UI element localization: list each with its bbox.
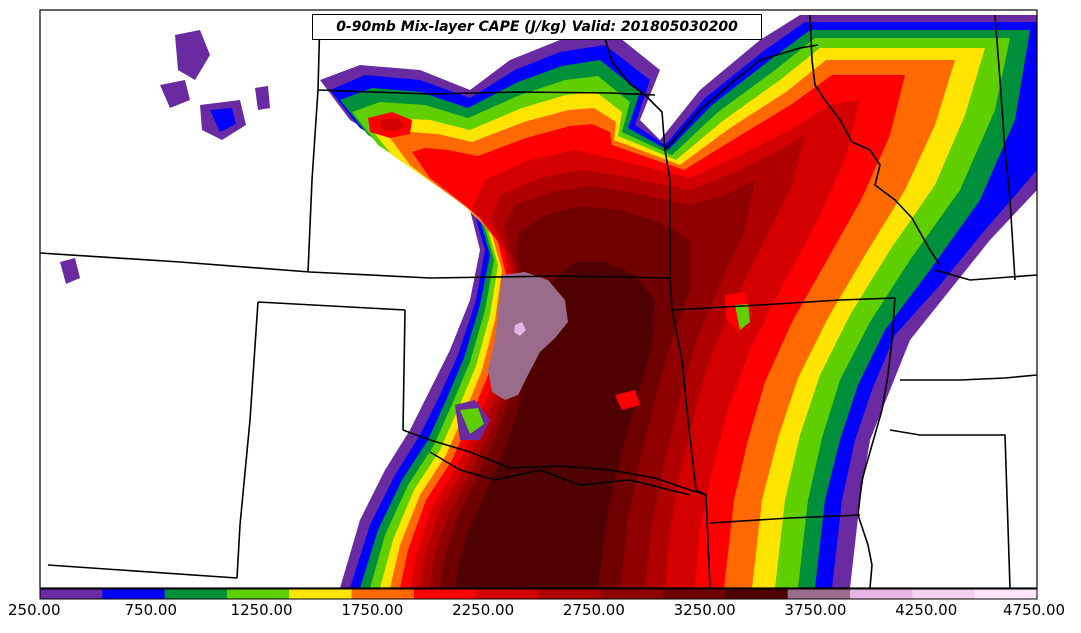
colorbar-swatch — [40, 589, 103, 599]
border-colorado-west — [236, 301, 259, 579]
colorbar-swatch — [164, 589, 228, 599]
border-colorado-east — [402, 309, 406, 431]
border-mn-west — [597, 14, 671, 278]
colorbar-tick-label: 2250.00 — [452, 601, 515, 619]
cape-blob-nw-1 — [175, 30, 210, 80]
border-missouri-west — [671, 309, 711, 588]
border-il-east — [994, 14, 1016, 281]
border-red-river — [429, 451, 691, 496]
border-dakotas-west — [307, 14, 321, 273]
cape-band-3500 — [488, 272, 568, 400]
colorbar — [39, 588, 1038, 600]
colorbar-swatch — [600, 589, 664, 599]
cape-blob-nw-3 — [160, 80, 190, 108]
cape-field — [60, 15, 1037, 588]
border-sd-north — [317, 89, 656, 96]
border-arkansas-north — [709, 514, 861, 524]
colorbar-tick-label: 1250.00 — [230, 601, 293, 619]
cape-blob-nw-2i — [210, 108, 236, 132]
border-wi — [664, 44, 819, 151]
colorbar-swatch — [413, 589, 477, 599]
border-ky — [900, 374, 1037, 381]
colorbar-tick-label: 250.00 — [8, 601, 61, 619]
colorbar-swatch — [226, 589, 290, 599]
border-kansas-north — [669, 277, 673, 311]
border-upper-mississippi — [809, 14, 941, 266]
border-nm-north — [47, 564, 238, 579]
border-montana-south — [40, 252, 671, 279]
colorbar-swatch — [725, 589, 789, 599]
colorbar-swatch — [351, 589, 415, 599]
border-kansas-south — [402, 429, 707, 496]
colorbar-swatch — [912, 589, 976, 599]
colorbar-tick-label: 2750.00 — [562, 601, 625, 619]
cape-blob-north-inner — [380, 118, 405, 132]
border-indiana — [934, 269, 1037, 281]
plot-frame — [39, 9, 1038, 589]
colorbar-tick-label: 3750.00 — [784, 601, 847, 619]
colorbar-tick-label: 4750.00 — [1003, 601, 1066, 619]
colorbar-tick-label: 3250.00 — [673, 601, 736, 619]
colorbar-swatch — [850, 589, 913, 599]
state-borders — [40, 14, 1037, 588]
cape-patch-3 — [735, 304, 750, 330]
colorbar-swatch — [974, 589, 1038, 599]
map-title: 0-90mb Mix-layer CAPE (J/kg) Valid: 2018… — [312, 14, 762, 40]
cape-band-3250 — [455, 262, 655, 588]
colorbar-swatch — [787, 589, 851, 599]
cape-patch-1 — [615, 390, 640, 410]
colorbar-tick-label: 4250.00 — [895, 601, 958, 619]
colorbar-swatch — [289, 589, 353, 599]
colorbar-tick-label: 750.00 — [124, 601, 178, 619]
colorbar-tick-label: 1750.00 — [341, 601, 404, 619]
colorbar-swatch — [663, 589, 726, 599]
colorbar-swatch — [476, 589, 539, 599]
cape-band-3750 — [514, 322, 526, 336]
border-colorado-north — [257, 301, 406, 311]
colorbar-frame — [39, 588, 1038, 600]
colorbar-swatch — [102, 589, 166, 599]
cape-blob-nw-4 — [255, 86, 270, 110]
border-mississippi-river — [857, 297, 896, 588]
border-kansas-missouri — [671, 297, 896, 311]
cape-patch-5 — [460, 408, 484, 434]
cape-blob-west — [60, 258, 80, 284]
colorbar-swatch — [538, 589, 602, 599]
border-tn — [889, 429, 1011, 588]
